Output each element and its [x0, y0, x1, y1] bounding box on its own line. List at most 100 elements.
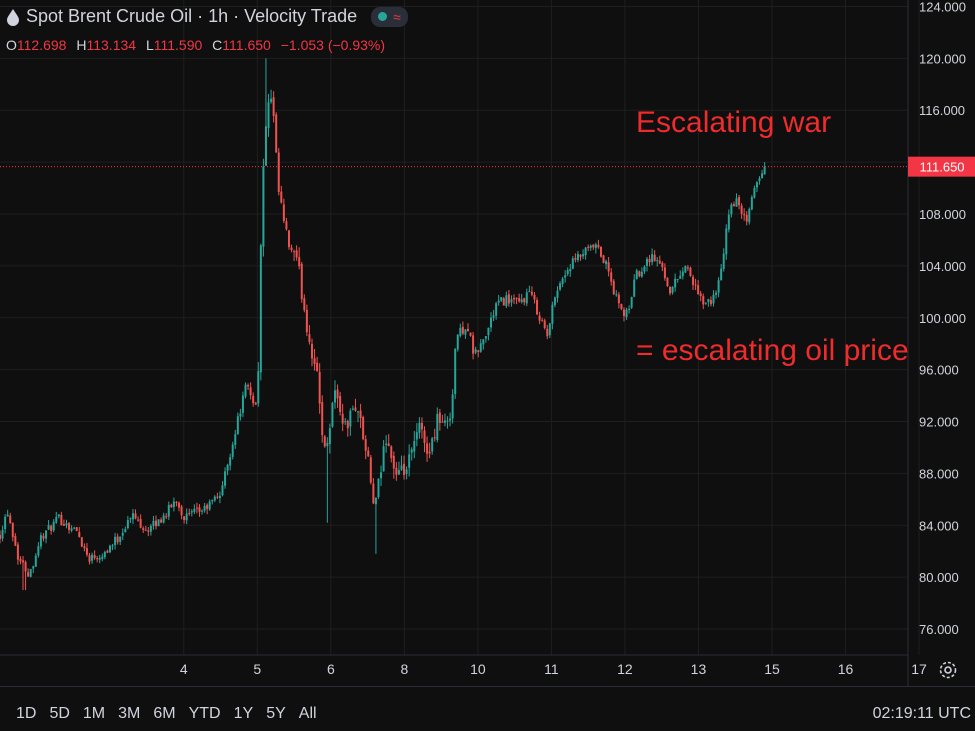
candle-body	[52, 521, 55, 531]
candle-body	[428, 451, 431, 454]
candle-body	[500, 297, 503, 301]
candle-body	[628, 308, 631, 310]
range-5d[interactable]: 5D	[49, 705, 70, 722]
candle-body	[520, 299, 523, 303]
candle-body	[364, 439, 367, 451]
candle-body	[165, 516, 168, 518]
range-ytd[interactable]: YTD	[188, 705, 221, 722]
candle-body	[584, 247, 587, 256]
candle-body	[272, 97, 275, 116]
candle-body	[224, 471, 227, 486]
candle-body	[382, 446, 385, 472]
candle-body	[142, 528, 145, 530]
candle-body	[392, 455, 395, 469]
candle-body	[280, 191, 283, 203]
candle-body	[262, 166, 265, 247]
candle-body	[423, 430, 426, 443]
candle-body	[533, 294, 536, 300]
candle-body	[85, 548, 88, 555]
candle-body	[569, 268, 572, 272]
candle-body	[456, 334, 459, 350]
candle-body	[147, 530, 150, 532]
candle-body	[543, 320, 546, 329]
candle-body	[390, 446, 393, 458]
y-tick-label: 80.000	[919, 570, 959, 585]
candle-body	[597, 244, 600, 248]
candle-body	[183, 516, 186, 521]
range-3m[interactable]: 3M	[118, 705, 141, 722]
candle-body	[523, 298, 526, 303]
candle-body	[285, 221, 288, 230]
candle-body	[743, 214, 746, 216]
range-all[interactable]: All	[298, 705, 317, 722]
candle-body	[400, 465, 403, 470]
candle-body	[385, 443, 388, 445]
candle-body	[349, 410, 352, 427]
candle-body	[722, 253, 725, 269]
candle-body	[763, 166, 766, 175]
candle-body	[515, 298, 518, 300]
candle-body	[748, 209, 751, 223]
candle-body	[247, 384, 250, 387]
symbol-title[interactable]: Spot Brent Crude Oil · 1h · Velocity Tra…	[26, 6, 358, 26]
candle-body	[1, 529, 4, 539]
candle-body	[546, 328, 549, 337]
range-5y[interactable]: 5Y	[266, 705, 286, 722]
candle-body	[160, 519, 163, 523]
candle-body	[610, 272, 613, 282]
candle-body	[83, 546, 86, 549]
candle-body	[124, 529, 127, 533]
candle-body	[241, 395, 244, 413]
candle-body	[472, 335, 475, 354]
range-1y[interactable]: 1Y	[233, 705, 254, 722]
candle-body	[310, 343, 313, 359]
candle-body	[625, 309, 628, 318]
candle-body	[730, 204, 733, 215]
candle-body	[479, 343, 482, 352]
x-tick-label: 16	[838, 661, 854, 677]
candle-body	[259, 245, 262, 373]
candle-body	[11, 522, 14, 538]
ohlc-readout: O112.698 H113.134 L111.590 C111.650 −1.0…	[6, 37, 385, 53]
candle-body	[761, 173, 764, 179]
range-1m[interactable]: 1M	[82, 705, 106, 722]
candle-body	[229, 457, 232, 466]
candle-body	[203, 505, 206, 511]
status-pill[interactable]: ≈	[371, 6, 408, 27]
x-tick-label: 17	[911, 661, 927, 677]
candle-body	[709, 300, 712, 305]
candle-body	[530, 291, 533, 295]
y-tick-label: 120.000	[919, 51, 966, 66]
candle-body	[326, 442, 329, 447]
candle-body	[661, 262, 664, 268]
candle-body	[180, 506, 183, 516]
change-value: −1.053 (−0.93%)	[280, 37, 386, 53]
candle-body	[346, 420, 349, 429]
candle-body	[47, 525, 50, 530]
candle-body	[374, 497, 377, 505]
candle-body	[648, 258, 651, 263]
candle-body	[620, 303, 623, 309]
candle-body	[98, 557, 101, 560]
candle-body	[461, 326, 464, 334]
candle-body	[303, 298, 306, 311]
y-tick-label: 96.000	[919, 363, 959, 378]
candle-body	[218, 495, 221, 499]
gear-icon[interactable]	[938, 660, 958, 680]
x-tick-label: 11	[544, 661, 559, 677]
candle-body	[24, 561, 27, 572]
candle-body	[612, 280, 615, 295]
candle-body	[556, 290, 559, 298]
close-value: 111.650	[222, 37, 271, 53]
candle-body	[720, 268, 723, 281]
candle-body	[190, 511, 193, 513]
x-tick-label: 13	[691, 661, 707, 677]
candle-body	[536, 299, 539, 315]
range-1d[interactable]: 1D	[16, 705, 37, 722]
candle-body	[564, 275, 567, 278]
range-6m[interactable]: 6M	[153, 705, 176, 722]
candle-body	[697, 285, 700, 295]
x-tick-label: 5	[253, 661, 261, 677]
candle-body	[88, 555, 91, 562]
